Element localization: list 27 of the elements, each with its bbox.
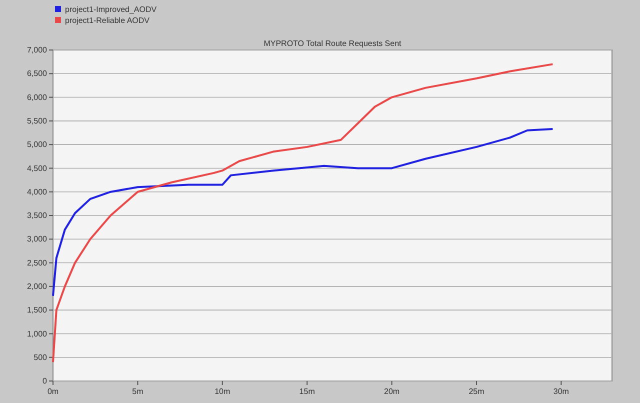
y-tick-label: 4,500 xyxy=(26,164,48,173)
y-tick-label: 2,000 xyxy=(26,282,48,291)
y-tick-label: 7,000 xyxy=(26,46,48,55)
y-tick-label: 2,500 xyxy=(26,258,48,268)
x-tick-label: 20m xyxy=(384,387,400,396)
chart-title: MYPROTO Total Route Requests Sent xyxy=(264,39,402,48)
legend-label: project1-Improved_AODV xyxy=(65,5,158,14)
y-tick-label: 6,500 xyxy=(26,69,48,78)
x-tick-label: 5m xyxy=(132,387,144,396)
line-series xyxy=(52,63,554,364)
y-tick-label: 5,500 xyxy=(26,116,48,126)
y-tick-label: 3,000 xyxy=(26,234,48,244)
x-tick-label: 10m xyxy=(214,387,231,396)
y-tick-label: 500 xyxy=(34,352,48,362)
y-tick-label: 1,500 xyxy=(26,306,48,315)
y-tick-label: 1,000 xyxy=(26,329,48,338)
x-tick-label: 25m xyxy=(468,387,485,396)
y-tick-label: 3,500 xyxy=(26,211,48,220)
legend-label: project1-Reliable AODV xyxy=(65,16,150,25)
y-tick-label: 0 xyxy=(42,376,48,386)
x-tick-label: 15m xyxy=(299,387,316,396)
x-tick-label: 30m xyxy=(553,387,570,396)
x-tick-label: 0m xyxy=(47,387,59,396)
y-tick-label: 4,000 xyxy=(26,187,48,196)
y-tick-label: 6,000 xyxy=(26,92,48,102)
y-tick-label: 5,000 xyxy=(26,140,48,150)
line-series xyxy=(52,128,554,297)
